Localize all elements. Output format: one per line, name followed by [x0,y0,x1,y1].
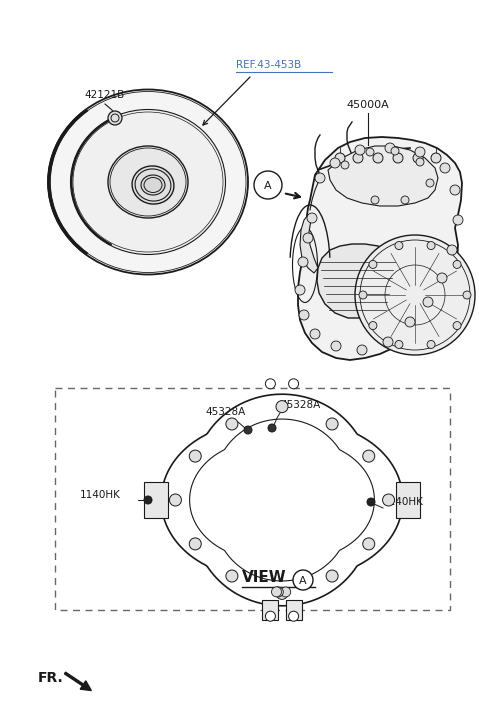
Text: REF.43-453B: REF.43-453B [236,60,301,70]
Circle shape [355,145,365,155]
Circle shape [363,538,375,550]
FancyBboxPatch shape [262,600,278,620]
Circle shape [274,587,284,597]
Circle shape [335,153,345,163]
Circle shape [310,329,320,339]
Circle shape [330,158,340,168]
Polygon shape [317,244,398,318]
Ellipse shape [70,110,226,254]
Circle shape [295,285,305,295]
Circle shape [144,496,152,504]
Circle shape [281,587,291,597]
FancyBboxPatch shape [144,482,168,518]
Text: FR.: FR. [38,671,64,685]
Circle shape [268,424,276,432]
Circle shape [326,570,338,582]
Circle shape [189,538,201,550]
Circle shape [463,291,471,299]
Circle shape [385,143,395,153]
Text: A: A [299,576,307,586]
Text: 1140HK: 1140HK [383,497,424,507]
Circle shape [383,494,395,506]
Polygon shape [300,215,318,273]
Circle shape [416,158,424,166]
Circle shape [366,148,374,156]
Circle shape [189,450,201,462]
Text: 45328A: 45328A [205,407,245,417]
Circle shape [431,153,441,163]
Circle shape [226,418,238,430]
Circle shape [293,570,313,590]
Circle shape [393,153,403,163]
Text: 1140HK: 1140HK [80,490,121,500]
FancyBboxPatch shape [286,600,302,620]
Circle shape [298,257,308,267]
FancyArrow shape [65,672,91,691]
Circle shape [427,241,435,249]
Ellipse shape [108,146,188,218]
Text: A: A [264,181,272,191]
Circle shape [265,379,275,389]
Circle shape [426,179,434,187]
Ellipse shape [48,89,248,275]
Circle shape [383,337,393,347]
Circle shape [369,321,377,329]
Circle shape [289,611,298,621]
Text: 42121B: 42121B [85,90,125,100]
Circle shape [363,450,375,462]
Ellipse shape [132,166,174,204]
Circle shape [373,153,383,163]
Circle shape [341,161,349,169]
Circle shape [450,185,460,195]
Circle shape [265,611,275,621]
Circle shape [108,111,122,125]
Circle shape [326,418,338,430]
Circle shape [413,153,423,163]
Circle shape [453,215,463,225]
Circle shape [401,196,409,204]
Circle shape [415,147,425,157]
Circle shape [453,260,461,268]
Circle shape [170,494,182,506]
Circle shape [276,401,288,413]
FancyBboxPatch shape [396,482,420,518]
Circle shape [367,498,375,506]
Circle shape [447,245,457,255]
Circle shape [440,163,450,173]
Text: VIEW: VIEW [242,570,286,585]
Circle shape [405,317,415,327]
Polygon shape [328,146,438,206]
Text: 45000A: 45000A [347,100,389,110]
Circle shape [303,233,313,243]
Circle shape [437,273,447,283]
Circle shape [331,341,341,351]
Circle shape [395,340,403,348]
Circle shape [315,173,325,183]
Circle shape [244,426,252,434]
Circle shape [453,321,461,329]
Circle shape [369,260,377,268]
Polygon shape [298,137,462,360]
Circle shape [357,345,367,355]
Circle shape [276,587,288,599]
Circle shape [299,310,309,320]
Circle shape [289,379,298,389]
Circle shape [226,570,238,582]
Text: 45328A: 45328A [280,400,320,410]
Circle shape [427,340,435,348]
Circle shape [355,235,475,355]
Circle shape [307,213,317,223]
Circle shape [272,587,282,597]
Circle shape [254,171,282,199]
Ellipse shape [141,175,165,195]
Circle shape [391,147,399,155]
Circle shape [359,291,367,299]
Circle shape [353,153,363,163]
Circle shape [395,241,403,249]
Circle shape [371,196,379,204]
Circle shape [423,297,433,307]
